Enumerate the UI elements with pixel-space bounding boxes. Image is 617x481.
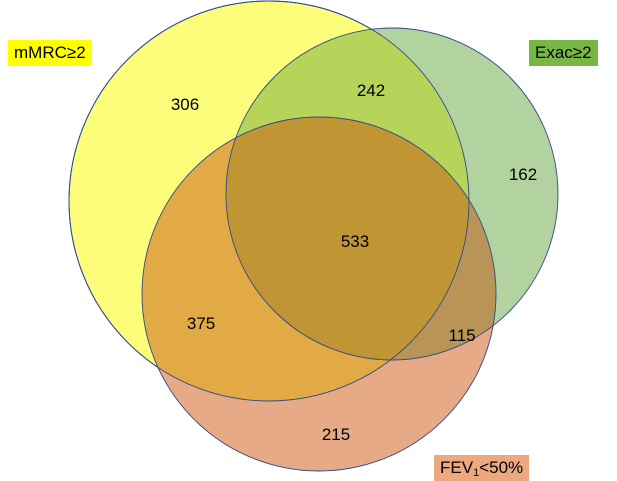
outline-fev [141, 116, 497, 472]
count-exac-fev: 115 [448, 326, 475, 345]
set-label-mmrc: mMRC≥2 [8, 40, 92, 66]
fev-label-main: FEV [440, 458, 474, 477]
outline-mmrc [68, 0, 470, 402]
fev-label-rest: <50% [479, 458, 524, 477]
set-label-fev: FEV1<50% [434, 455, 530, 481]
count-mmrc-fev: 375 [187, 314, 215, 333]
overlap-all [226, 117, 469, 360]
fev-label-subscript: 1 [473, 467, 480, 479]
set-label-exac: Exac≥2 [529, 40, 598, 66]
count-exac-only: 162 [509, 165, 537, 184]
count-all-three: 533 [341, 232, 369, 251]
outline-exac [225, 27, 559, 361]
count-fev-only: 215 [322, 425, 350, 444]
count-mmrc-exac: 242 [357, 81, 385, 100]
count-mmrc-only: 306 [171, 95, 199, 114]
